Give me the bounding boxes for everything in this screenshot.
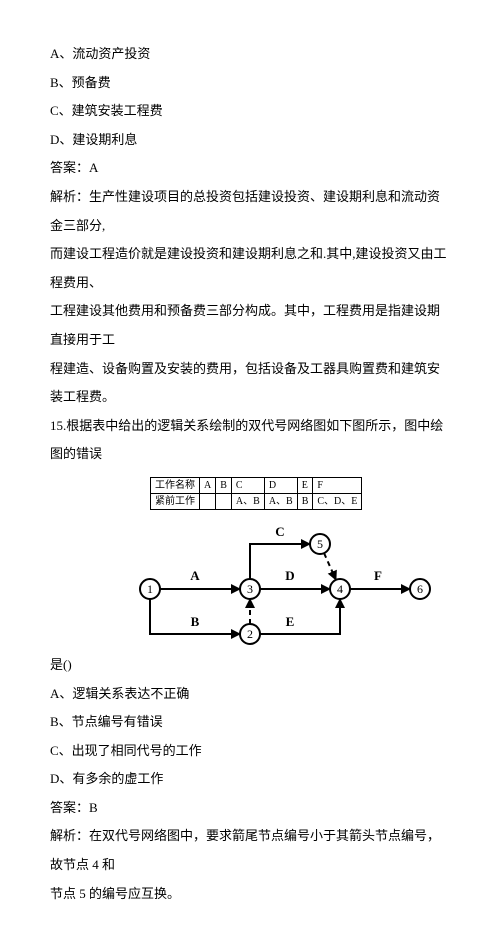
q15-explanation-line: 解析：在双代号网络图中，要求箭尾节点编号小于其箭头节点编号，故节点 4 和	[50, 822, 450, 879]
q15-suffix: 是()	[50, 651, 450, 680]
answer-label: 答案：A	[50, 154, 450, 183]
svg-text:6: 6	[417, 582, 423, 596]
q15-explanation-line: 节点 5 的编号应互换。	[50, 880, 450, 909]
table-cell	[200, 493, 216, 509]
table-cell: F	[313, 477, 362, 493]
q15-option-b: B、节点编号有错误	[50, 708, 450, 737]
table-cell: A、B	[231, 493, 264, 509]
svg-text:2: 2	[247, 627, 253, 641]
table-cell: A	[200, 477, 216, 493]
table-cell: B	[297, 493, 313, 509]
explanation-line: 程建造、设备购置及安装的费用，包括设备及工器具购置费和建筑安装工程费。	[50, 355, 450, 412]
explanation-line: 解析：生产性建设项目的总投资包括建设投资、建设期利息和流动资金三部分,	[50, 183, 450, 240]
svg-text:3: 3	[247, 582, 253, 596]
table-cell: E	[297, 477, 313, 493]
q15-option-c: C、出现了相同代号的工作	[50, 737, 450, 766]
q15-option-d: D、有多余的虚工作	[50, 765, 450, 794]
table-row: 紧前工作 A、B A、B B C、D、E	[151, 493, 362, 509]
logic-table: 工作名称 A B C D E F 紧前工作 A、B A、B B C、D、E	[150, 477, 450, 510]
svg-text:B: B	[191, 614, 200, 629]
option-d: D、建设期利息	[50, 126, 450, 155]
table-cell: B	[216, 477, 232, 493]
option-c: C、建筑安装工程费	[50, 97, 450, 126]
table-row: 工作名称 A B C D E F	[151, 477, 362, 493]
table-cell: C	[231, 477, 264, 493]
svg-text:A: A	[190, 568, 200, 583]
explanation-line: 而建设工程造价就是建设投资和建设期利息之和.其中,建设投资又由工程费用、	[50, 240, 450, 297]
q15-stem: 15.根据表中给出的逻辑关系绘制的双代号网络图如下图所示，图中绘图的错误	[50, 412, 450, 469]
option-b: B、预备费	[50, 69, 450, 98]
svg-text:D: D	[285, 568, 294, 583]
table-cell: 工作名称	[151, 477, 200, 493]
svg-text:F: F	[374, 568, 382, 583]
table-cell	[216, 493, 232, 509]
q15-answer: 答案：B	[50, 794, 450, 823]
table-cell: A、B	[264, 493, 297, 509]
svg-text:5: 5	[317, 537, 323, 551]
svg-text:4: 4	[337, 582, 343, 596]
network-diagram: A B C D E F 1 3 2 5 4 6	[130, 514, 450, 649]
explanation-line: 工程建设其他费用和预备费三部分构成。其中，工程费用是指建设期直接用于工	[50, 297, 450, 354]
svg-text:1: 1	[147, 582, 153, 596]
option-a: A、流动资产投资	[50, 40, 450, 69]
svg-text:C: C	[275, 524, 284, 539]
table-cell: D	[264, 477, 297, 493]
table-cell: 紧前工作	[151, 493, 200, 509]
q15-option-a: A、逻辑关系表达不正确	[50, 680, 450, 709]
svg-text:E: E	[286, 614, 295, 629]
table-cell: C、D、E	[313, 493, 362, 509]
